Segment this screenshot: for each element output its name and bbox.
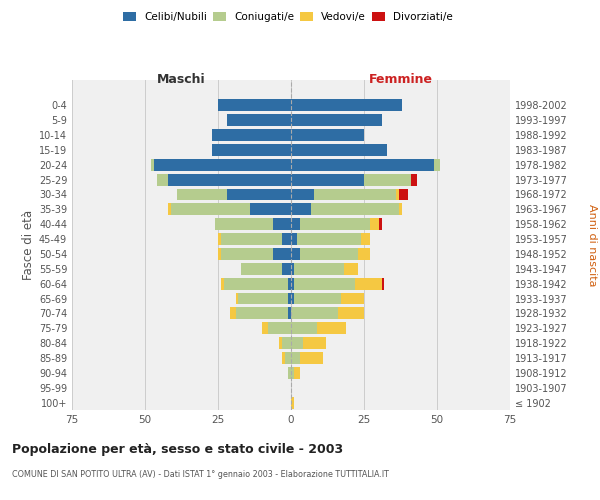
Y-axis label: Anni di nascita: Anni di nascita (587, 204, 597, 286)
Bar (282, 233, 291, 245)
Bar (236, 308, 288, 320)
Bar (291, 188, 314, 200)
Bar (218, 233, 221, 245)
Bar (399, 204, 402, 216)
Legend: Celibi/Nubili, Coniugati/e, Vedovi/e, Divorziati/e: Celibi/Nubili, Coniugati/e, Vedovi/e, Di… (121, 10, 455, 24)
Bar (230, 308, 236, 320)
Bar (221, 278, 224, 289)
Text: Popolazione per età, sesso e stato civile - 2003: Popolazione per età, sesso e stato civil… (12, 442, 343, 456)
Bar (282, 352, 285, 364)
Bar (171, 204, 250, 216)
Bar (282, 337, 291, 349)
Bar (215, 218, 274, 230)
Bar (274, 218, 291, 230)
Bar (382, 278, 385, 289)
Bar (338, 308, 364, 320)
Text: Maschi: Maschi (157, 73, 206, 86)
Bar (291, 204, 311, 216)
Text: COMUNE DI SAN POTITO ULTRA (AV) - Dati ISTAT 1° gennaio 2003 - Elaborazione TUTT: COMUNE DI SAN POTITO ULTRA (AV) - Dati I… (12, 470, 389, 479)
Bar (434, 159, 440, 170)
Bar (285, 352, 291, 364)
Text: Femmine: Femmine (368, 73, 433, 86)
Bar (355, 278, 382, 289)
Bar (294, 292, 341, 304)
Bar (157, 174, 169, 186)
Bar (361, 233, 370, 245)
Bar (221, 248, 274, 260)
Bar (291, 263, 294, 274)
Bar (294, 263, 344, 274)
Bar (288, 367, 291, 379)
Bar (224, 278, 288, 289)
Bar (288, 308, 291, 320)
Bar (250, 204, 291, 216)
Bar (314, 188, 396, 200)
Bar (268, 322, 291, 334)
Bar (291, 114, 382, 126)
Bar (238, 292, 288, 304)
Bar (282, 263, 291, 274)
Bar (274, 248, 291, 260)
Bar (291, 248, 300, 260)
Y-axis label: Fasce di età: Fasce di età (22, 210, 35, 280)
Bar (212, 144, 291, 156)
Bar (169, 174, 291, 186)
Bar (241, 263, 282, 274)
Bar (291, 174, 364, 186)
Bar (291, 337, 302, 349)
Bar (379, 218, 382, 230)
Bar (291, 159, 434, 170)
Bar (291, 292, 294, 304)
Bar (341, 292, 364, 304)
Bar (396, 188, 399, 200)
Bar (288, 292, 291, 304)
Bar (291, 278, 294, 289)
Bar (411, 174, 416, 186)
Bar (212, 129, 291, 141)
Bar (218, 100, 291, 111)
Bar (291, 352, 300, 364)
Bar (358, 248, 370, 260)
Bar (291, 322, 317, 334)
Bar (311, 204, 399, 216)
Bar (294, 278, 355, 289)
Bar (291, 144, 388, 156)
Bar (151, 159, 154, 170)
Bar (344, 263, 358, 274)
Bar (399, 188, 408, 200)
Bar (177, 188, 227, 200)
Bar (370, 218, 379, 230)
Bar (154, 159, 291, 170)
Bar (300, 352, 323, 364)
Bar (291, 233, 297, 245)
Bar (169, 204, 171, 216)
Bar (300, 218, 370, 230)
Bar (236, 292, 238, 304)
Bar (262, 322, 268, 334)
Bar (291, 129, 364, 141)
Bar (218, 248, 221, 260)
Bar (291, 218, 300, 230)
Bar (221, 233, 282, 245)
Bar (291, 100, 402, 111)
Bar (291, 367, 294, 379)
Bar (280, 337, 282, 349)
Bar (297, 233, 361, 245)
Bar (300, 248, 358, 260)
Bar (364, 174, 411, 186)
Bar (317, 322, 346, 334)
Bar (291, 396, 294, 408)
Bar (302, 337, 326, 349)
Bar (288, 278, 291, 289)
Bar (294, 367, 300, 379)
Bar (291, 308, 338, 320)
Bar (227, 188, 291, 200)
Bar (227, 114, 291, 126)
